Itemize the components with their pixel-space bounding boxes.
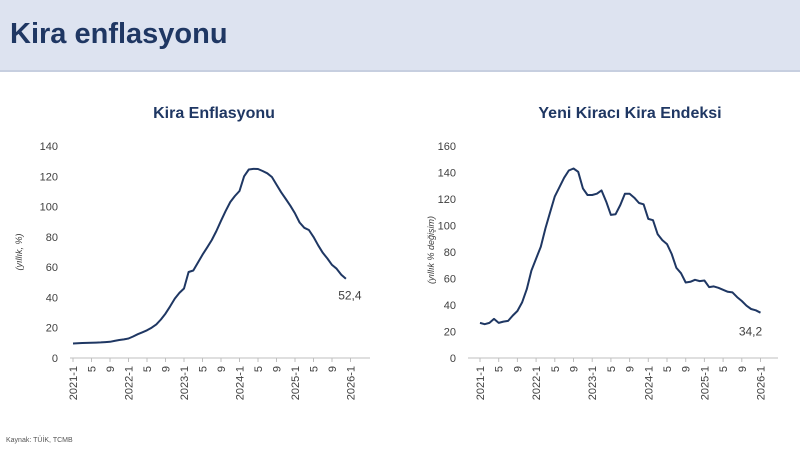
x-tick-label: 5 [494, 366, 506, 372]
chart-new-tenant-index: Yeni Kiracı Kira Endeksi (yıllık % değişi… [426, 105, 778, 400]
y-tick-label: 120 [40, 171, 58, 183]
x-tick-label: 2023-1 [179, 366, 191, 400]
x-tick-label: 2022-1 [531, 366, 543, 400]
x-tick-label: 2026-1 [346, 366, 358, 400]
x-tick-label: 2025-1 [699, 366, 711, 400]
x-tick-label: 5 [198, 366, 210, 372]
y-tick-label: 0 [52, 353, 58, 365]
y-tick-label: 160 [438, 141, 456, 153]
x-tick-label: 9 [327, 366, 339, 372]
x-tick-label: 9 [161, 366, 173, 372]
y-tick-label: 80 [444, 247, 456, 259]
y-tick-label: 20 [444, 327, 456, 339]
y-tick-label: 60 [444, 274, 456, 286]
x-tick-label: 2023-1 [587, 366, 599, 400]
x-tick-label: 5 [87, 366, 99, 372]
y-tick-label: 40 [46, 292, 58, 304]
series-line [72, 167, 347, 345]
x-tick-label: 2021-1 [68, 366, 80, 400]
x-tick-label: 2022-1 [124, 366, 136, 400]
y-tick-label: 140 [438, 168, 456, 180]
x-tick-label: 2026-1 [756, 366, 768, 400]
y-tick-label: 120 [438, 194, 456, 206]
y-tick-label: 100 [40, 202, 58, 214]
x-tick-label: 9 [737, 366, 749, 372]
y-tick-label: 0 [450, 353, 456, 365]
x-tick-label: 2024-1 [235, 366, 247, 400]
x-tick-label: 9 [625, 366, 637, 372]
x-tick-label: 2025-1 [290, 366, 302, 400]
x-tick-label: 5 [606, 366, 618, 372]
y-tick-label: 140 [40, 141, 58, 153]
page-title: Kira enflasyonu [10, 18, 228, 50]
end-value-label: 52,4 [338, 289, 362, 303]
y-tick-label: 40 [444, 300, 456, 312]
x-tick-label: 9 [105, 366, 117, 372]
y-axis-label: (yıllık, %) [14, 233, 24, 270]
chart-rent-inflation: Kira Enflasyonu (yıllık, %) 0 20 40 60 80 100 12… [14, 105, 370, 400]
y-tick-label: 20 [46, 323, 58, 335]
chart-title: Kira Enflasyonu [153, 105, 275, 122]
x-tick-label: 2024-1 [643, 366, 655, 400]
series-line [479, 167, 761, 326]
chart-title: Yeni Kiracı Kira Endeksi [538, 105, 721, 122]
source-note: Kaynak: TÜİK, TCMB [6, 437, 73, 444]
x-tick-label: 9 [272, 366, 284, 372]
x-tick-label: 5 [309, 366, 321, 372]
x-tick-label: 9 [681, 366, 693, 372]
x-tick-label: 5 [550, 366, 562, 372]
y-tick-label: 80 [46, 232, 58, 244]
x-tick-label: 5 [142, 366, 154, 372]
x-tick-label: 9 [569, 366, 581, 372]
x-tick-label: 5 [718, 366, 730, 372]
x-tick-label: 5 [253, 366, 265, 372]
x-tick-label: 9 [512, 366, 524, 372]
y-tick-label: 60 [46, 262, 58, 274]
y-axis-label: (yıllık % değişim) [426, 216, 436, 284]
x-tick-label: 9 [216, 366, 228, 372]
x-tick-label: 5 [662, 366, 674, 372]
title-bar: Kira enflasyonu [0, 0, 800, 72]
y-tick-label: 100 [438, 221, 456, 233]
x-tick-label: 2021-1 [475, 366, 487, 400]
end-value-label: 34,2 [739, 325, 763, 339]
